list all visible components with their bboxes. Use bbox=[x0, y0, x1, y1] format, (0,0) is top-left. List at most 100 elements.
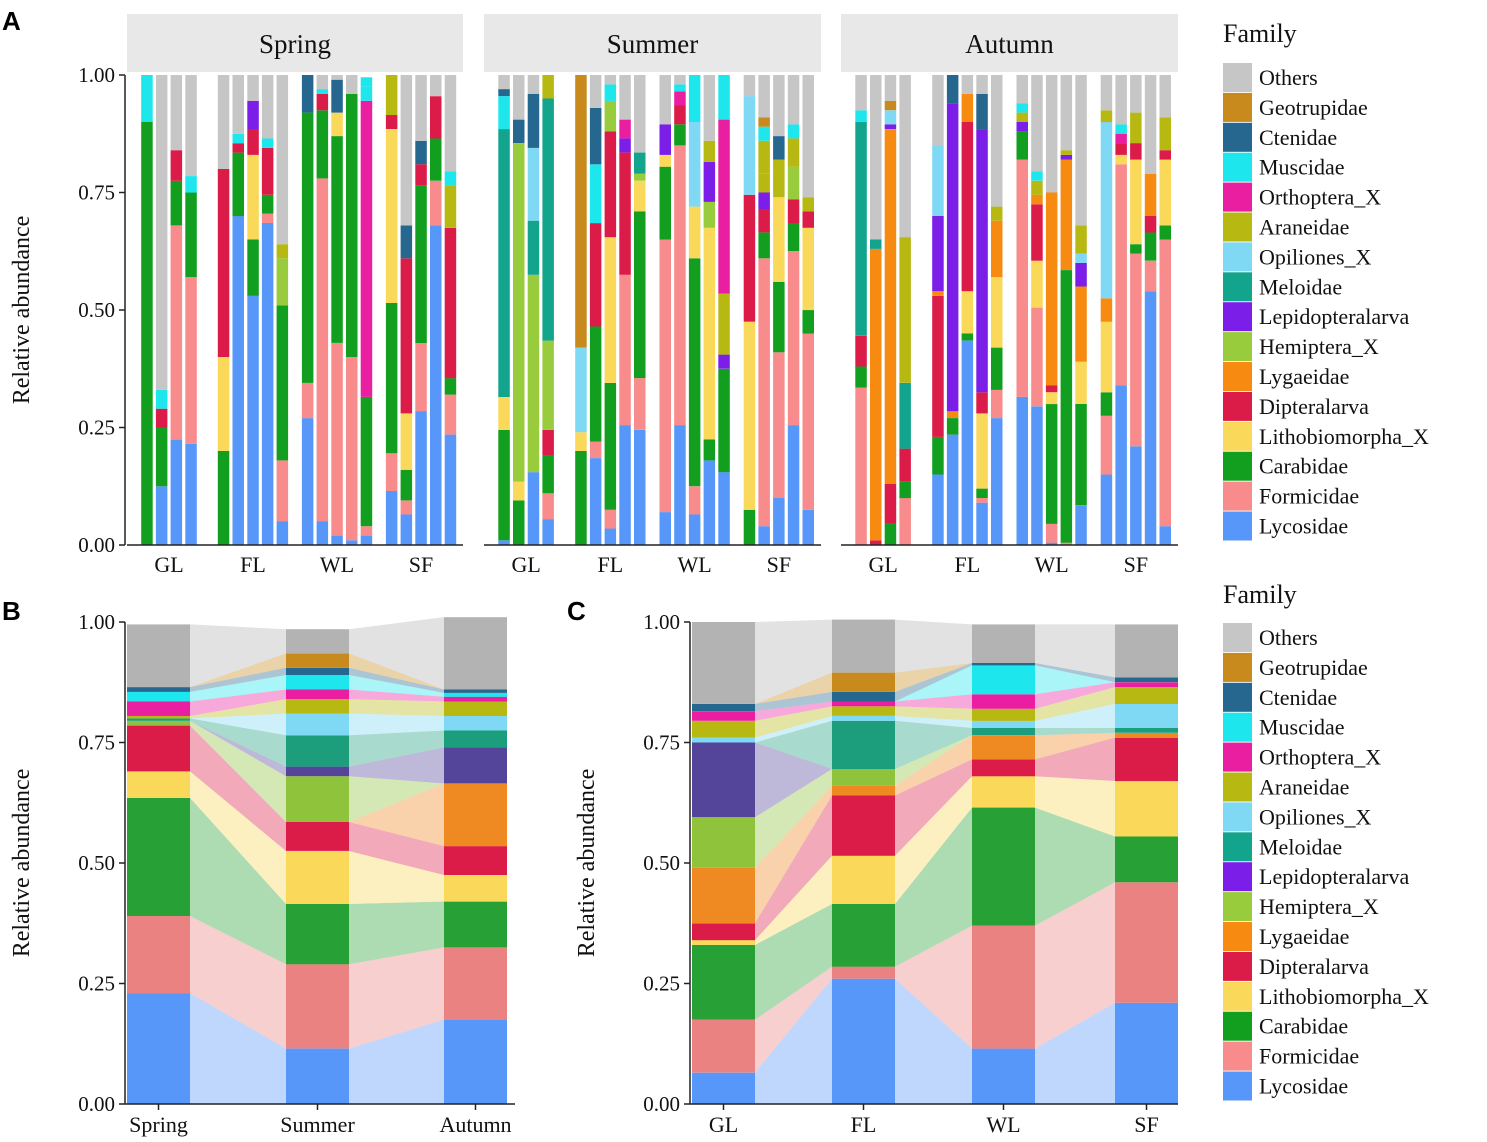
bar-segment-summer-gl-4-carabidae bbox=[542, 455, 554, 494]
x-tick-label-autumn-sf: SF bbox=[1124, 552, 1148, 577]
panel-c-y-tick-label: 0.25 bbox=[643, 972, 680, 996]
bar-segment-autumn-wl-2-muscidae bbox=[1031, 171, 1043, 181]
panel-b-bar-autumn-formicidae bbox=[444, 947, 507, 1020]
panel-c-band-others-2 bbox=[895, 619, 972, 673]
panel-c-band-araneidae-3 bbox=[1035, 687, 1115, 721]
legend-swatch-hemiptera-x bbox=[1223, 332, 1252, 362]
bar-segment-spring-gl-4-others bbox=[185, 75, 197, 176]
panel-c-bar-fl-lygaeidae bbox=[832, 785, 895, 796]
bar-segment-summer-gl-3-meloidae bbox=[527, 220, 540, 275]
bar-segment-summer-wl-5-araneidae bbox=[718, 293, 730, 355]
legend-swatch-dipteralarva bbox=[1223, 951, 1252, 981]
panel-b-bar-autumn-meloidae bbox=[444, 730, 507, 748]
bar-segment-autumn-wl-1-muscidae bbox=[1016, 103, 1028, 113]
bar-segment-spring-wl-4-others bbox=[346, 75, 358, 94]
bar-segment-autumn-sf-1-lithobiomorpha-x bbox=[1100, 321, 1113, 393]
legend-label-others: Others bbox=[1259, 65, 1318, 90]
bar-segment-summer-sf-4-hemiptera-x bbox=[787, 166, 800, 200]
legend-swatch-muscidae bbox=[1223, 152, 1252, 182]
bar-segment-autumn-fl-1-lygaeidae bbox=[932, 291, 944, 296]
bar-segment-summer-sf-2-lycosidae bbox=[758, 526, 770, 545]
facet-title-summer: Summer bbox=[607, 29, 699, 59]
bar-segment-autumn-sf-3-dipteralarva bbox=[1130, 143, 1142, 160]
panel-c-y-tick-label: 0.50 bbox=[643, 851, 680, 875]
bar-segment-autumn-gl-2-lygaeidae bbox=[870, 248, 882, 541]
legend-swatch-carabidae bbox=[1223, 1011, 1252, 1041]
panel-b-x-tick-label-spring: Spring bbox=[129, 1112, 188, 1137]
panel-a-y-tick-label: 0.75 bbox=[78, 181, 115, 205]
bar-segment-autumn-sf-5-formicidae bbox=[1159, 239, 1171, 527]
legend-swatch-araneidae bbox=[1223, 772, 1252, 802]
bar-segment-autumn-wl-3-others bbox=[1045, 75, 1058, 193]
bar-segment-summer-wl-3-lithobiomorpha-x bbox=[688, 206, 701, 259]
bar-segment-summer-gl-4-hemiptera-x bbox=[542, 340, 554, 430]
panel-b-y-tick-label: 0.50 bbox=[78, 851, 115, 875]
legend-swatch-geotrupidae bbox=[1223, 652, 1252, 682]
panel-b-band-carabidae-2 bbox=[349, 901, 444, 965]
bar-segment-autumn-fl-1-opiliones-x bbox=[932, 145, 944, 216]
panel-c-bar-gl-lygaeidae bbox=[692, 867, 755, 924]
panel-b-bar-spring-hemiptera-x bbox=[127, 720, 190, 726]
panel-b-band-hemiptera-x-1 bbox=[190, 720, 286, 823]
bar-segment-autumn-sf-3-others bbox=[1130, 75, 1142, 113]
legend-swatch-ctenidae bbox=[1223, 682, 1252, 712]
bar-segment-spring-sf-1-araneidae bbox=[385, 75, 398, 115]
panel-a-facet-bar-chart: 0.00 0.25 0.50 0.75 1.00 Relative abundance Sp… bbox=[9, 14, 1178, 577]
legend-label-dipteralarva: Dipteralarva bbox=[1259, 394, 1369, 419]
bar-segment-spring-fl-2-dipteralarva bbox=[232, 143, 244, 153]
bar-segment-autumn-sf-5-carabidae bbox=[1159, 225, 1171, 240]
bar-segment-summer-sf-2-muscidae bbox=[758, 126, 770, 141]
legend-swatch-lycosidae bbox=[1223, 1071, 1252, 1101]
bar-segment-spring-wl-2-carabidae bbox=[316, 110, 329, 179]
panel-c-bar-fl-formicidae bbox=[832, 966, 895, 979]
panel-c-bar-fl-others bbox=[832, 619, 895, 673]
bar-segment-summer-gl-1-ctenidae bbox=[498, 89, 510, 97]
panel-c-band-lycosidae-2 bbox=[895, 978, 972, 1104]
legend-swatch-others bbox=[1223, 63, 1252, 92]
bar-segment-autumn-sf-3-carabidae bbox=[1130, 244, 1142, 254]
bar-segment-summer-fl-2-ctenidae bbox=[589, 107, 602, 165]
panel-c-bar-sf-lycosidae bbox=[1115, 1002, 1178, 1104]
panel-b-band-meloidae-2 bbox=[349, 730, 444, 767]
bar-segment-autumn-fl-4-lithobiomorpha-x bbox=[976, 413, 988, 489]
panel-c-bar-wl-dipteralarva bbox=[972, 759, 1035, 777]
bar-segment-spring-sf-1-formicidae bbox=[385, 453, 398, 491]
panel-c-band-dipteralarva-1 bbox=[755, 795, 832, 941]
panel-c-x-tick-label-gl: GL bbox=[709, 1112, 738, 1137]
bar-segment-summer-wl-2-carabidae bbox=[674, 124, 686, 146]
panel-b-bar-summer-lycosidae bbox=[286, 1048, 349, 1104]
bar-segment-spring-wl-3-ctenidae bbox=[331, 79, 343, 113]
panel-b-band-geotrupidae-1 bbox=[190, 653, 286, 688]
bar-segment-summer-sf-1-dipteralarva bbox=[743, 194, 756, 322]
bar-segment-autumn-wl-5-lepidopteralarva bbox=[1075, 263, 1087, 287]
legend-swatch-opiliones-x bbox=[1223, 802, 1252, 832]
bar-segment-autumn-fl-1-others bbox=[932, 75, 944, 146]
panel-c-bar-gl-carabidae bbox=[692, 944, 755, 1020]
panel-c-bar-wl-lithobiomorpha-x bbox=[972, 776, 1035, 808]
bar-segment-autumn-wl-1-carabidae bbox=[1016, 131, 1028, 160]
panel-b-bar-summer-hemiptera-x bbox=[286, 776, 349, 822]
panel-c-band-orthoptera-x-1 bbox=[755, 701, 832, 721]
bar-segment-spring-wl-3-carabidae bbox=[331, 136, 343, 343]
bar-segment-spring-gl-1-muscidae bbox=[141, 75, 153, 122]
bar-segment-spring-sf-2-others bbox=[400, 75, 413, 226]
bar-segment-summer-sf-5-formicidae bbox=[802, 333, 814, 510]
legend-label-formicidae: Formicidae bbox=[1259, 1044, 1359, 1069]
bar-segment-autumn-wl-4-carabidae bbox=[1060, 270, 1073, 543]
bar-segment-autumn-wl-5-lygaeidae bbox=[1075, 286, 1087, 362]
bar-segment-summer-sf-5-carabidae bbox=[802, 310, 814, 334]
bar-segment-spring-gl-2-dipteralarva bbox=[155, 408, 168, 428]
bar-segment-autumn-sf-1-araneidae bbox=[1100, 110, 1113, 123]
bar-segment-summer-sf-2-geotrupidae bbox=[758, 117, 770, 127]
bar-segment-spring-fl-2-carabidae bbox=[232, 152, 244, 217]
panel-c-band-orthoptera-x-2 bbox=[895, 694, 972, 709]
bar-segment-autumn-wl-5-others bbox=[1075, 75, 1087, 226]
bar-segment-spring-sf-5-formicidae bbox=[444, 394, 457, 435]
bar-segment-autumn-gl-3-carabidae bbox=[884, 523, 897, 545]
bar-segment-summer-wl-1-lithobiomorpha-x bbox=[659, 154, 671, 167]
bar-segment-autumn-sf-5-dipteralarva bbox=[1159, 150, 1171, 160]
bar-segment-spring-sf-5-others bbox=[444, 75, 457, 172]
panel-c-bar-wl-araneidae bbox=[972, 708, 1035, 721]
bar-segment-autumn-gl-3-dipteralarva bbox=[884, 483, 897, 524]
bar-segment-autumn-fl-3-lycosidae bbox=[961, 340, 974, 545]
